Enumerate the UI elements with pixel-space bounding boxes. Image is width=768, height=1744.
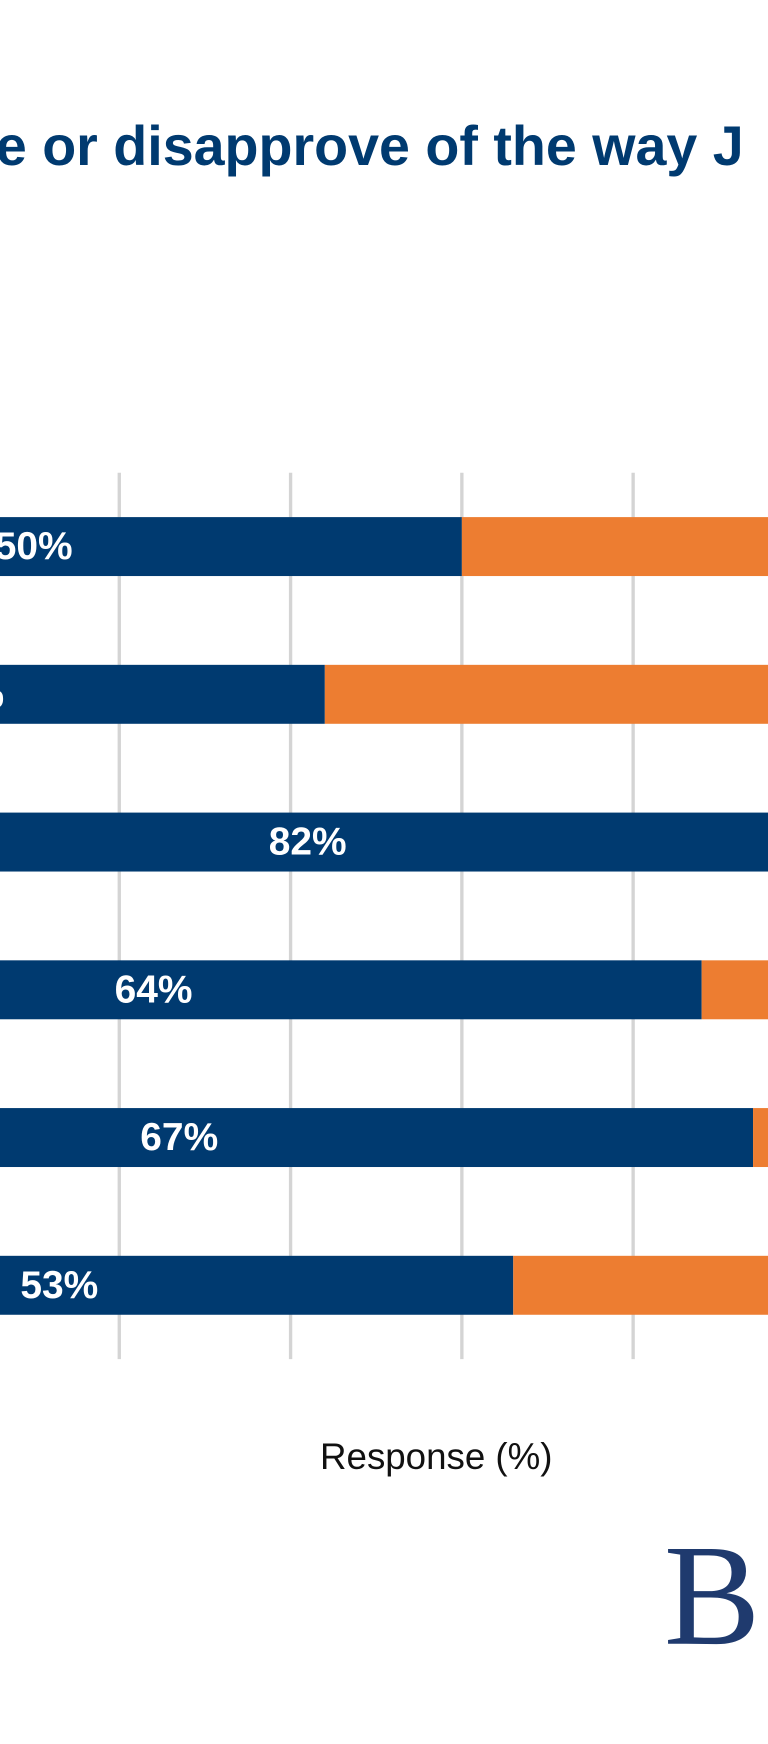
- bar-segment: [0, 517, 462, 577]
- bar-segment: [701, 960, 768, 1020]
- bar-segment: [0, 664, 325, 724]
- bar-segment: [0, 960, 702, 1020]
- bar-segment: [0, 812, 768, 872]
- x-axis-label: Response (%): [320, 1436, 552, 1477]
- bar-segment: [0, 1108, 754, 1168]
- value-label: 53%: [20, 1264, 98, 1307]
- bar-segment: [513, 1255, 768, 1315]
- value-label: 42%: [0, 673, 4, 716]
- bar-segment: [324, 664, 768, 724]
- value-label: 82%: [269, 821, 347, 864]
- bar-segment: [753, 1108, 768, 1168]
- value-label: 64%: [115, 968, 193, 1011]
- bar-segment: [461, 517, 768, 577]
- logo: B: [664, 1516, 760, 1676]
- value-label: 50%: [0, 525, 73, 568]
- plot: [117, 472, 635, 1360]
- chart-title: e or disapprove of the way J: [0, 115, 744, 177]
- bar-segment: [0, 1255, 514, 1315]
- value-label: 67%: [140, 1116, 218, 1159]
